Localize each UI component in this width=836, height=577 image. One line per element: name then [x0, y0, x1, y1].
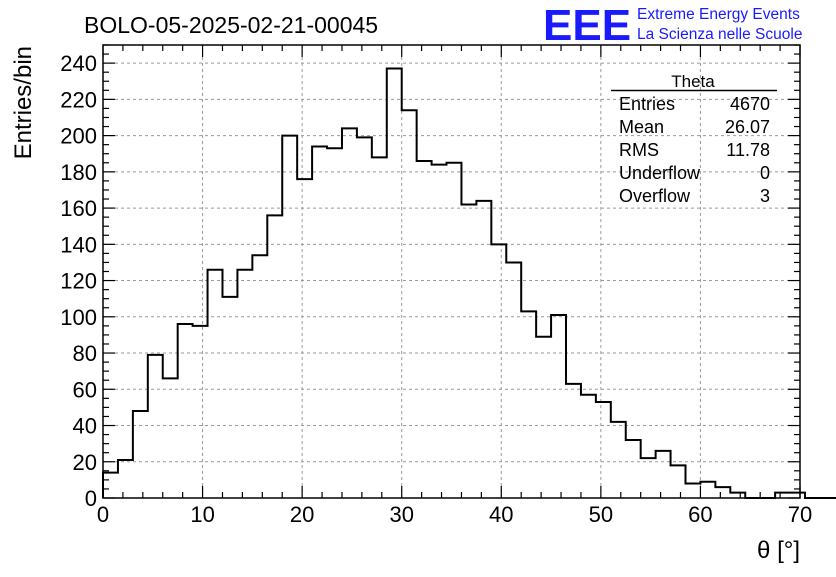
y-tick-label: 220 [60, 87, 97, 112]
histogram-bin [417, 161, 432, 498]
histogram-bin [342, 128, 357, 498]
stats-value: 3 [760, 186, 770, 206]
chart-title: BOLO-05-2025-02-21-00045 [84, 12, 378, 38]
histogram-bin [476, 201, 491, 498]
y-tick-label: 140 [60, 232, 97, 257]
stats-box: Theta Entries 4670 Mean 26.07 RMS 11.78 Underf… [611, 72, 777, 206]
histogram-bin [641, 458, 656, 498]
y-tick-label: 60 [73, 377, 97, 402]
y-tick-label: 200 [60, 124, 97, 149]
x-tick-label: 60 [688, 502, 712, 527]
y-tick-label: 0 [85, 486, 97, 511]
histogram-bin [297, 179, 312, 498]
y-tick-label: 160 [60, 196, 97, 221]
histogram-bin [148, 355, 163, 498]
histogram-bin [685, 484, 700, 498]
logo-mark: EEE [543, 1, 631, 50]
y-tick-label: 120 [60, 269, 97, 294]
histogram-bin [208, 270, 223, 498]
histogram-bin [267, 215, 282, 498]
histogram-bin [506, 262, 521, 498]
histogram-bin [402, 110, 417, 498]
histogram-bin [566, 384, 581, 498]
y-axis-ticks: 0 20 40 60 80 100 120 140 160 180 200 220 240 [60, 44, 800, 511]
logo-line-2: La Scienza nelle Scuole [637, 26, 802, 43]
eee-logo: EEE Extreme Energy Events La Scienza nel… [543, 1, 802, 50]
y-tick-label: 180 [60, 160, 97, 185]
stats-label: Overflow [619, 186, 691, 206]
x-tick-label: 10 [190, 502, 214, 527]
x-axis-ticks: 0 10 20 30 40 50 60 70 [97, 45, 812, 527]
histogram-bin [327, 148, 342, 498]
x-tick-label: 40 [489, 502, 513, 527]
histogram-bin [491, 244, 506, 498]
y-tick-label: 100 [60, 305, 97, 330]
stats-label: RMS [619, 140, 659, 160]
histogram-bin [312, 146, 327, 498]
stats-label: Underflow [619, 163, 701, 183]
histogram-bin [536, 337, 551, 498]
histogram-bin [551, 315, 566, 498]
y-tick-label: 20 [73, 450, 97, 475]
stats-value: 11.78 [726, 140, 770, 160]
stats-label: Mean [619, 117, 664, 137]
histogram-bin [596, 402, 611, 498]
histogram-bin [222, 297, 237, 498]
stats-title: Theta [671, 72, 715, 91]
logo-line-1: Extreme Energy Events [637, 6, 800, 23]
histogram-bin [715, 487, 730, 498]
histogram-bin [387, 69, 402, 498]
histogram-bin [521, 311, 536, 498]
stats-rows: Entries 4670 Mean 26.07 RMS 11.78 Underflow 0 Ov… [619, 94, 770, 206]
x-tick-label: 50 [589, 502, 613, 527]
stats-value: 0 [760, 163, 770, 183]
stats-value: 26.07 [725, 117, 770, 137]
histogram-bin [103, 473, 118, 498]
histogram-bin [581, 395, 596, 498]
x-tick-label: 20 [290, 502, 314, 527]
x-tick-label: 70 [788, 502, 812, 527]
histogram-bin [118, 460, 133, 498]
y-tick-label: 40 [73, 414, 97, 439]
histogram-bin [626, 440, 641, 498]
y-tick-label: 240 [60, 51, 97, 76]
histogram-bin [671, 465, 686, 498]
y-axis-label: Entries/bin [10, 46, 37, 159]
histogram-bin [237, 270, 252, 498]
histogram-bin [700, 482, 715, 498]
histogram-bin [447, 163, 462, 498]
histogram-bin [461, 204, 476, 498]
histogram-bin [432, 165, 447, 498]
stats-value: 4670 [730, 94, 770, 114]
histogram-bin [193, 326, 208, 498]
stats-label: Entries [619, 94, 675, 114]
histogram-bin [133, 411, 148, 498]
grid-lines [103, 45, 800, 498]
x-axis-label: θ [°] [757, 537, 800, 564]
histogram-bin [163, 378, 178, 498]
histogram-bin [656, 451, 671, 498]
x-tick-label: 0 [97, 502, 109, 527]
x-tick-label: 30 [389, 502, 413, 527]
histogram-bin [611, 422, 626, 498]
y-tick-label: 80 [73, 341, 97, 366]
histogram-bin [178, 324, 193, 498]
histogram-bin [357, 137, 372, 498]
